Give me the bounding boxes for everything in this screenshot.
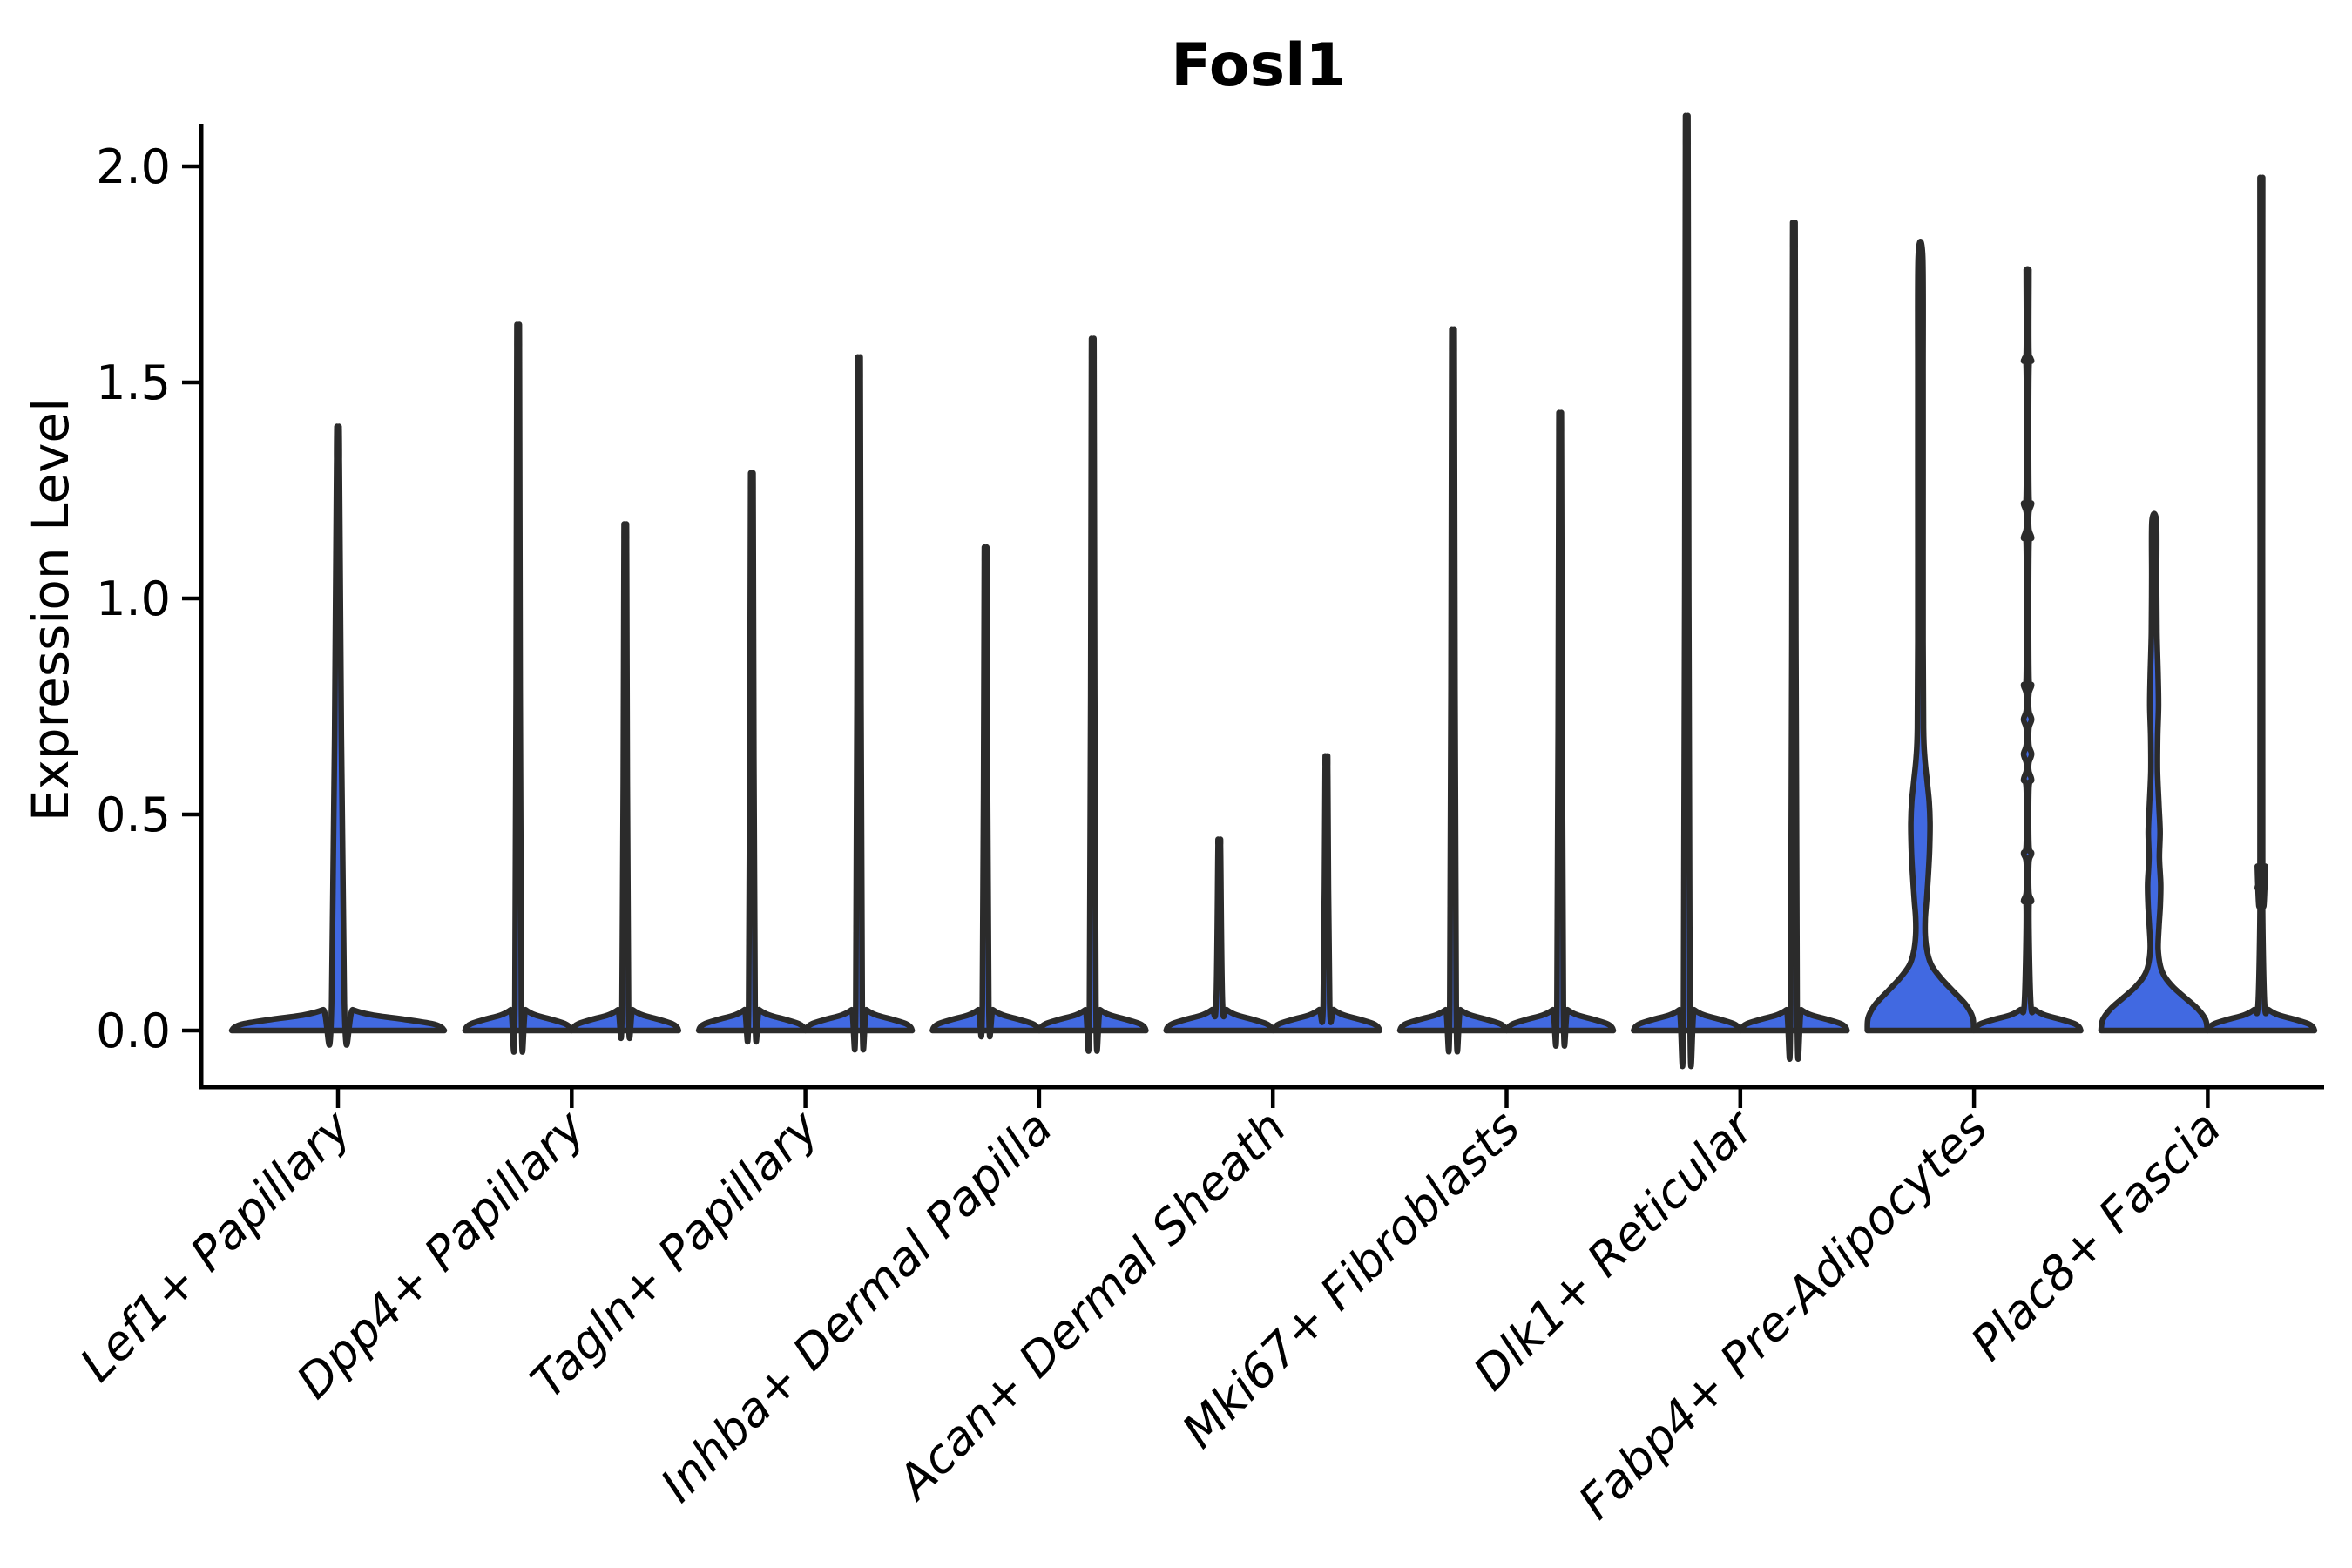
violin-6-left xyxy=(1396,326,1510,1055)
violin-1-center xyxy=(228,423,448,1048)
x-tick-label: Fabp4+ Pre-Adipocytes xyxy=(1568,1100,1997,1530)
violin-5-left xyxy=(1163,836,1275,1034)
violin-3-left xyxy=(695,470,808,1045)
y-tick-label: 0.0 xyxy=(96,1004,171,1058)
y-tick-label: 0.5 xyxy=(96,787,171,842)
x-tick-label: Inhba+ Dermal Papilla xyxy=(650,1100,1063,1513)
violin-7-right xyxy=(1738,220,1850,1062)
y-axis-label: Expression Level xyxy=(21,398,80,821)
violin-6-right xyxy=(1504,409,1617,1049)
violins-layer xyxy=(228,112,2318,1070)
violin-4-right xyxy=(1037,335,1149,1054)
violin-2-left xyxy=(462,321,575,1055)
chart-title: Fosl1 xyxy=(1171,31,1347,100)
violin-9-right xyxy=(2205,174,2318,1034)
violin-8-right xyxy=(1971,266,2084,1034)
y-tick-label: 1.0 xyxy=(96,571,171,626)
violin-4-left xyxy=(929,544,1042,1040)
violin-9-left xyxy=(2098,510,2211,1034)
violin-8-left xyxy=(1864,238,1977,1034)
x-tick-label: Acan+ Dermal Sheath xyxy=(885,1100,1296,1511)
x-tick-label: Plac8+ Fascia xyxy=(1960,1100,2231,1371)
violin-7-left xyxy=(1631,112,1743,1070)
y-tick-label: 2.0 xyxy=(96,139,171,194)
violin-3-right xyxy=(802,354,916,1053)
y-tick-label: 1.5 xyxy=(96,355,171,410)
violin-2-right xyxy=(569,521,682,1042)
violin-5-right xyxy=(1270,753,1382,1034)
